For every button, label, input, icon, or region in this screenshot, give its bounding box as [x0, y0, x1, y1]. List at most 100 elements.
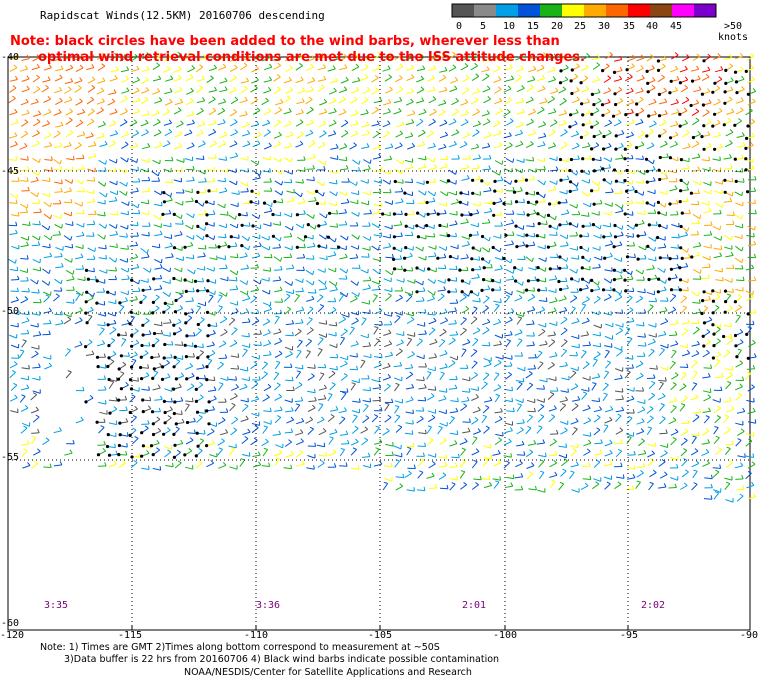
wind-barb	[251, 412, 259, 417]
wind-barb-feather	[753, 253, 757, 258]
wind-barb-feather	[113, 89, 117, 94]
wind-barb	[493, 362, 502, 368]
wind-barb	[230, 99, 239, 105]
wind-barb	[164, 245, 173, 249]
wind-barb	[428, 255, 437, 258]
wind-barb	[108, 381, 115, 389]
contamination-circle	[702, 59, 706, 63]
wind-barb-feather	[269, 207, 273, 212]
wind-barb	[350, 123, 359, 127]
contamination-circle	[559, 178, 563, 182]
wind-barb-feather	[487, 181, 490, 186]
wind-barb-feather	[167, 373, 171, 378]
wind-barb	[329, 191, 337, 197]
wind-barb-feather	[674, 185, 678, 190]
wind-barb-feather	[185, 403, 190, 406]
wind-barb	[648, 394, 656, 401]
wind-barb	[470, 65, 478, 71]
wind-barb	[185, 365, 193, 370]
contamination-circle	[744, 146, 748, 150]
wind-barb	[162, 68, 171, 73]
contamination-circle	[678, 124, 682, 128]
wind-barb-feather	[136, 263, 140, 268]
wind-barb	[10, 170, 18, 174]
contamination-circle	[513, 266, 517, 270]
wind-barb-feather	[501, 188, 504, 193]
wind-barb	[229, 155, 238, 159]
wind-barb-feather	[93, 141, 97, 146]
wind-barb	[63, 190, 72, 194]
wind-barb-feather	[101, 132, 105, 137]
contamination-circle	[184, 289, 188, 293]
wind-barb-feather	[79, 77, 83, 82]
wind-barb	[636, 77, 645, 82]
wind-barb	[371, 109, 379, 115]
wind-barb	[462, 378, 471, 382]
wind-barb	[373, 203, 382, 208]
wind-barb	[537, 362, 544, 370]
wind-barb	[361, 256, 370, 258]
wind-barb	[405, 399, 414, 403]
wind-barb	[592, 267, 601, 269]
wind-barb-feather	[355, 253, 359, 259]
wind-barb-feather	[487, 218, 491, 224]
wind-barb	[64, 258, 72, 263]
wind-barb-feather	[290, 407, 294, 412]
wind-barb-feather	[160, 395, 163, 400]
wind-barb-feather	[683, 107, 688, 112]
wind-barb	[340, 132, 349, 138]
wind-barb-feather	[126, 66, 130, 71]
wind-barb	[427, 190, 435, 197]
wind-barb-feather	[644, 170, 646, 175]
contamination-circle	[141, 288, 145, 292]
wind-barb-feather	[169, 318, 172, 323]
wind-barb	[32, 268, 41, 272]
wind-barb	[405, 67, 414, 71]
wind-barb	[131, 90, 140, 95]
wind-barb	[75, 246, 84, 249]
wind-barb-feather	[450, 416, 455, 419]
wind-barb-feather	[79, 64, 84, 69]
wind-barb	[74, 344, 83, 348]
wind-barb-feather	[682, 305, 687, 309]
wind-barb-feather	[202, 202, 205, 207]
contamination-circle	[106, 364, 110, 369]
wind-barb-feather	[697, 219, 700, 224]
wind-barb-feather	[717, 119, 721, 124]
wind-barb	[162, 111, 171, 116]
wind-barb-feather	[446, 191, 449, 196]
wind-barb	[747, 202, 756, 204]
wind-barb-feather	[50, 236, 53, 241]
wind-barb	[340, 168, 349, 171]
wind-barb-feather	[642, 321, 645, 326]
contamination-circle	[745, 136, 749, 140]
wind-barb-feather	[24, 296, 29, 300]
wind-barb	[495, 356, 504, 360]
wind-barb-feather	[222, 98, 227, 103]
wind-barb-feather	[565, 64, 569, 69]
wind-barb	[571, 399, 580, 402]
wind-barb-feather	[532, 320, 535, 325]
wind-barb	[263, 354, 272, 357]
wind-barb	[351, 380, 360, 384]
wind-barb-feather	[60, 319, 64, 324]
wind-barb-feather	[506, 339, 511, 342]
wind-barb-feather	[424, 330, 427, 335]
wind-barb	[273, 143, 281, 148]
wind-barb-feather	[432, 197, 436, 202]
wind-barb	[10, 324, 19, 328]
wind-barb	[483, 190, 492, 193]
wind-barb-feather	[663, 87, 667, 92]
wind-barb-feather	[245, 415, 249, 420]
wind-barb	[636, 421, 645, 425]
wind-barb	[19, 395, 26, 403]
wind-barb	[252, 56, 261, 61]
wind-barb-feather	[727, 380, 732, 384]
wind-barb	[593, 417, 601, 423]
wind-barb-feather	[115, 420, 118, 425]
wind-barb	[42, 245, 51, 249]
wind-barb-feather	[61, 262, 64, 268]
wind-barb-feather	[24, 404, 29, 409]
contamination-circle	[591, 223, 596, 227]
wind-barb-feather	[222, 53, 227, 57]
